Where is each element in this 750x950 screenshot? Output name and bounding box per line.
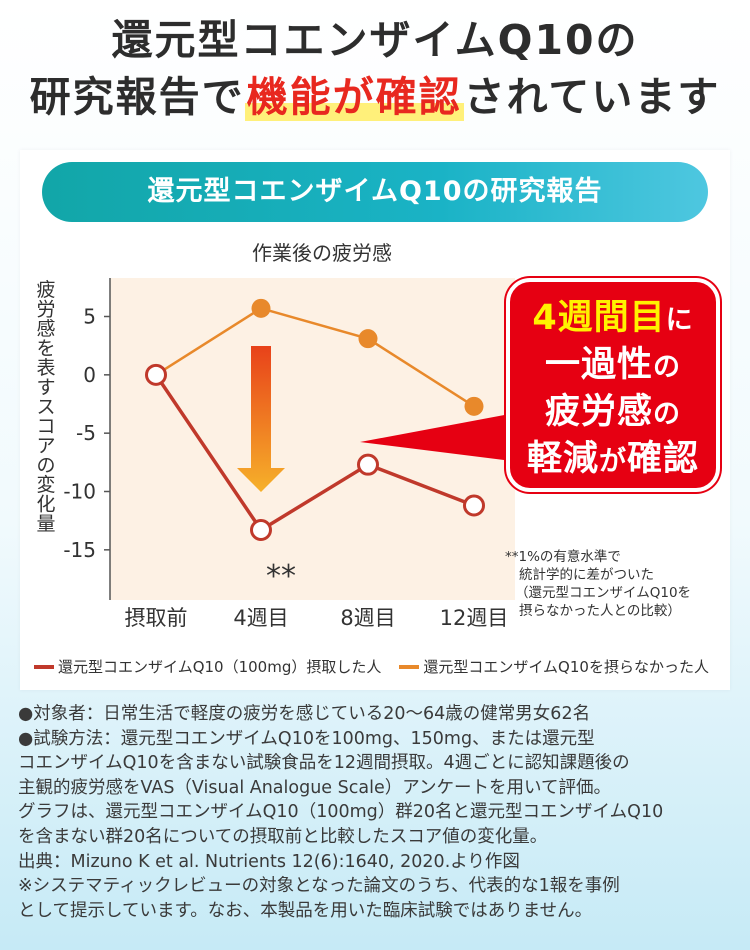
y-tick-label: 0 [83,363,96,387]
callout-4weeks: 4週間目 [532,298,666,338]
series-point-1 [464,396,484,416]
headline-prefix: 研究報告で [29,73,245,121]
series-point-1 [251,298,271,318]
legend-swatch-red [34,664,54,669]
series-point-1 [358,329,378,349]
x-tick-label: 12週目 [440,606,509,630]
legend-label-not-taken: 還元型コエンザイムQ10を摂らなかった人 [423,658,709,676]
callout-no-2: の [653,399,681,430]
series-line-0 [154,373,475,533]
note-line-3: （還元型コエンザイムQ10を [515,585,692,601]
headline-suffix: されています [463,73,721,121]
study-card: 還元型コエンザイムQ10の研究報告 作業後の疲労感 疲労感を表すスコアの変化量 … [20,150,730,690]
callout-no-1: の [653,352,681,383]
note-row: として提示しています。なお、本製品を用いた臨床試験ではありません。 [18,900,593,921]
callout-ga: が [599,446,627,477]
significance-marker: ** [266,559,296,594]
note-row: コエンザイムQ10を含まない試験食品を12週間摂取。4週ごとに認知課題後の [18,753,630,774]
decrease-arrow [237,346,285,492]
callout-bubble: 4週間目に 一過性の 疲労感の 軽減が確認 [506,278,720,492]
chart-title: 作業後の疲労感 [252,241,392,265]
note-line-1: **1%の有意水準で [505,549,621,565]
x-tick-label: 4週目 [233,606,288,630]
y-tick-label: -5 [76,421,96,445]
legend-label-taken: 還元型コエンザイムQ10（100mg）摂取した人 [58,658,382,676]
note-line-4: 摂らなかった人との比較） [519,603,681,619]
series-point-0 [463,494,485,517]
headline-line-1: 還元型コエンザイムQ10の [111,16,639,64]
y-tick-label: -10 [63,480,96,504]
series-point-0 [357,453,379,476]
y-axis-label-text: 疲労感を表すスコアの変化量 [36,279,55,535]
chart-legend: 還元型コエンザイムQ10（100mg）摂取した人 還元型コエンザイムQ10を摂ら… [34,656,724,677]
note-row: ※システマティックレビューの対象となった論文のうち、代表的な1報を事例 [18,876,620,897]
study-banner: 還元型コエンザイムQ10の研究報告 [42,162,708,222]
note-row: 主観的疲労感をVAS（Visual Analogue Scale）アンケートを用… [18,777,611,798]
x-tick-label: 8週目 [340,606,395,630]
legend-item-not-taken: 還元型コエンザイムQ10を摂らなかった人 [399,656,709,677]
note-row: を含まない群20名についての摂取前と比較したスコア値の変化量。 [18,826,548,847]
series-point-0 [250,519,272,541]
study-notes: ●対象者：日常生活で軽度の疲労を感じている20～64歳の健常男女62名 ●試験方… [18,702,734,923]
callout-confirmed: 確認 [627,439,700,479]
legend-item-taken: 還元型コエンザイムQ10（100mg）摂取した人 [34,656,381,677]
callout-pointer [360,412,520,462]
note-line-2: 統計学的に差がついた [519,567,654,583]
series-point-0 [145,363,167,386]
y-tick-label: 5 [83,305,96,329]
note-row: グラフは、還元型コエンザイムQ10（100mg）群20名と還元型コエンザイムQ1… [18,802,664,823]
note-row: ●対象者：日常生活で軽度の疲労を感じている20～64歳の健常男女62名 [18,704,591,724]
callout-ni: に [665,305,694,336]
callout-transient: 一過性 [544,345,653,385]
note-row: ●試験方法：還元型コエンザイムQ10を100mg、150mg、または還元型 [18,728,595,749]
callout-reduction: 軽減 [526,439,599,479]
callout-fatigue: 疲労感 [544,392,653,432]
y-tick-label: -15 [63,538,96,562]
note-row: 出典：Mizuno K et al. Nutrients 12(6):1640,… [18,851,520,872]
headline: 還元型コエンザイムQ10の 研究報告で機能が確認されています [0,12,750,126]
y-axis-label: 疲労感を表すスコアの変化量 [36,279,55,535]
headline-highlight: 機能が確認 [244,73,464,121]
significance-note: **1%の有意水準で 統計学的に差がついた （還元型コエンザイムQ10を 摂らな… [505,548,720,620]
series-line-1 [155,306,475,408]
x-tick-label: 摂取前 [125,606,188,630]
headline-line-2: 研究報告で機能が確認されています [0,68,750,126]
legend-swatch-orange [399,664,420,669]
fatigue-chart: 作業後の疲労感 疲労感を表すスコアの変化量 5 0 -5 -10 -15 摂取前 4週目 8… [36,241,520,630]
